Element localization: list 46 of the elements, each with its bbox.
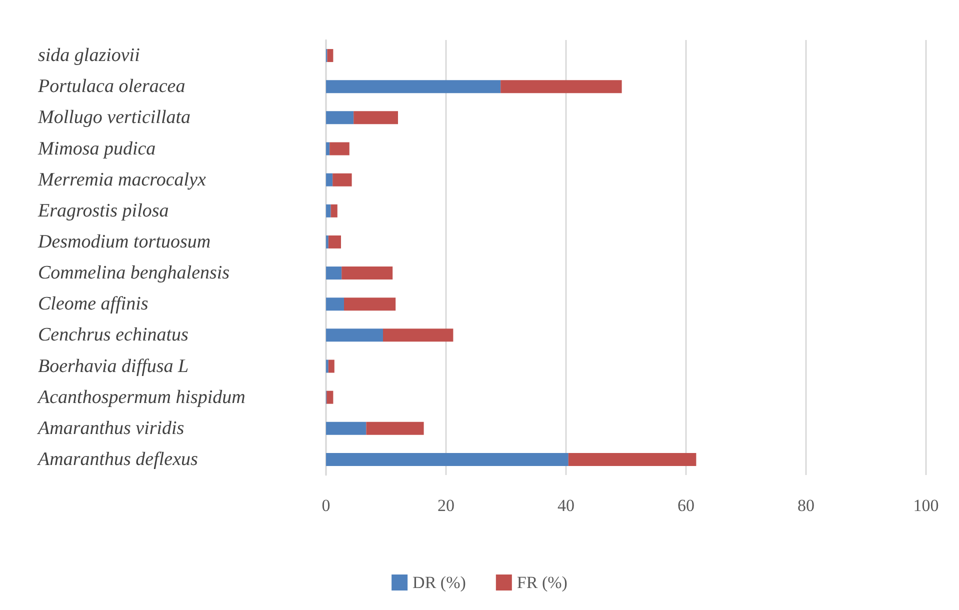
bar: [328, 360, 334, 373]
bar: [326, 204, 331, 218]
bar: [326, 452, 568, 466]
bar: [326, 390, 334, 404]
bar: [327, 49, 334, 62]
x-tick-label: 20: [438, 496, 454, 515]
bar: [366, 422, 424, 435]
bar: [500, 80, 622, 94]
bar: [326, 266, 342, 280]
y-tick-label: Amaranthus deflexus: [36, 448, 198, 470]
bar: [328, 235, 341, 248]
bar: [326, 173, 333, 186]
legend-label: DR (%): [412, 573, 466, 592]
bar: [326, 142, 330, 156]
y-tick-label: Amaranthus viridis: [36, 418, 184, 439]
y-tick-label: Desmodium tortuosum: [37, 231, 211, 252]
y-tick-label: Cenchrus echinatus: [38, 324, 188, 346]
bar: [326, 298, 344, 311]
x-tick-label: 80: [798, 496, 814, 515]
bar: [354, 111, 398, 124]
bar: [344, 298, 396, 311]
bar: [326, 422, 366, 435]
y-tick-label: Cleome affinis: [38, 294, 148, 315]
y-tick-label: Eragrostis pilosa: [37, 200, 169, 222]
x-tick-label: 100: [913, 496, 939, 515]
bar: [332, 173, 352, 186]
y-tick-label: Merremia macrocalyx: [37, 169, 207, 190]
bar: [330, 204, 338, 218]
legend-label: FR (%): [516, 573, 568, 592]
bar: [326, 328, 383, 342]
y-tick-label: Portulaca oleracea: [37, 76, 186, 98]
bar: [326, 111, 354, 124]
bar: [326, 80, 501, 94]
bar: [568, 452, 696, 466]
y-tick-label: sida glaziovii: [38, 45, 140, 66]
y-tick-label: Commelina benghalensis: [38, 262, 230, 284]
y-tick-label: Boerhavia diffusa L: [38, 356, 189, 377]
bar: [330, 142, 350, 156]
bar: [383, 328, 454, 342]
y-tick-label: Acanthospermum hispidum: [36, 386, 246, 408]
x-tick-label: 40: [558, 496, 574, 515]
bar: [342, 266, 393, 280]
y-tick-label: Mimosa pudica: [37, 138, 156, 160]
x-tick-label: 60: [678, 496, 694, 515]
y-tick-label: Mollugo verticillata: [37, 107, 191, 128]
x-tick-label: 0: [322, 496, 330, 515]
